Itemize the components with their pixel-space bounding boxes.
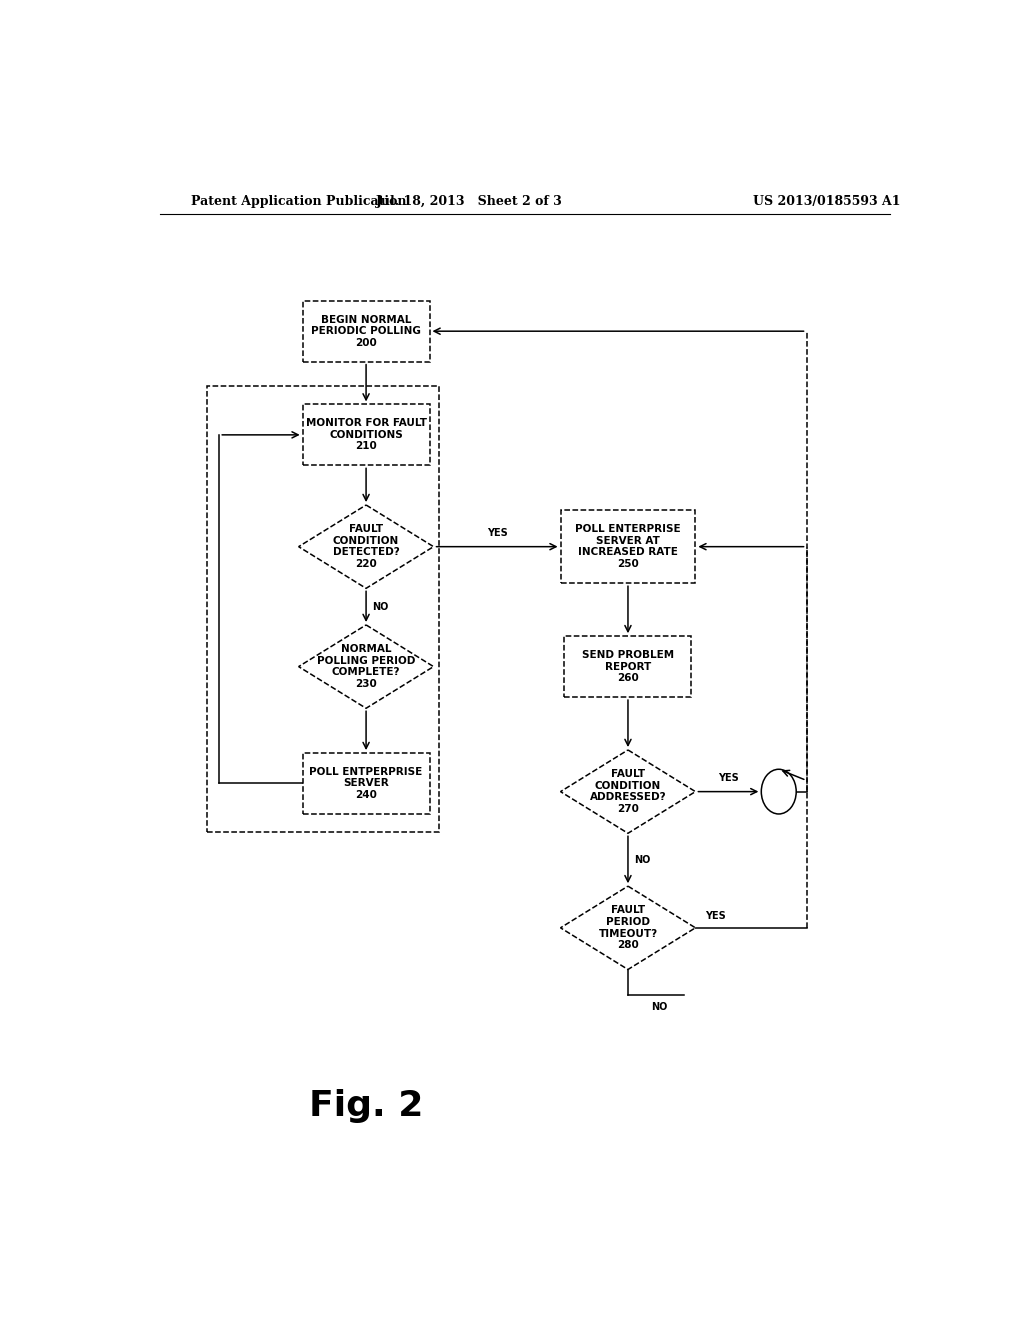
FancyBboxPatch shape	[564, 636, 691, 697]
Polygon shape	[560, 886, 695, 969]
Text: YES: YES	[705, 911, 726, 920]
Text: POLL ENTERPRISE
SERVER AT
INCREASED RATE
250: POLL ENTERPRISE SERVER AT INCREASED RATE…	[575, 524, 681, 569]
Text: US 2013/0185593 A1: US 2013/0185593 A1	[753, 194, 900, 207]
Text: NORMAL
POLLING PERIOD
COMPLETE?
230: NORMAL POLLING PERIOD COMPLETE? 230	[316, 644, 416, 689]
Text: YES: YES	[486, 528, 508, 539]
Polygon shape	[299, 624, 433, 709]
Text: YES: YES	[718, 774, 738, 783]
Text: MONITOR FOR FAULT
CONDITIONS
210: MONITOR FOR FAULT CONDITIONS 210	[305, 418, 427, 451]
Text: Jul. 18, 2013   Sheet 2 of 3: Jul. 18, 2013 Sheet 2 of 3	[376, 194, 562, 207]
Text: FAULT
PERIOD
TIMEOUT?
280: FAULT PERIOD TIMEOUT? 280	[598, 906, 657, 950]
Text: SEND PROBLEM
REPORT
260: SEND PROBLEM REPORT 260	[582, 649, 674, 684]
FancyBboxPatch shape	[303, 301, 430, 362]
Polygon shape	[299, 506, 433, 589]
Text: BEGIN NORMAL
PERIODIC POLLING
200: BEGIN NORMAL PERIODIC POLLING 200	[311, 314, 421, 347]
Text: NO: NO	[372, 602, 388, 611]
FancyBboxPatch shape	[303, 752, 430, 814]
Text: FAULT
CONDITION
ADDRESSED?
270: FAULT CONDITION ADDRESSED? 270	[590, 770, 667, 814]
Text: NO: NO	[651, 1002, 668, 1012]
Polygon shape	[560, 750, 695, 833]
Text: Patent Application Publication: Patent Application Publication	[191, 194, 407, 207]
Text: FAULT
CONDITION
DETECTED?
220: FAULT CONDITION DETECTED? 220	[333, 524, 399, 569]
Text: POLL ENTPERPRISE
SERVER
240: POLL ENTPERPRISE SERVER 240	[309, 767, 423, 800]
FancyBboxPatch shape	[560, 510, 695, 583]
FancyBboxPatch shape	[303, 404, 430, 466]
Circle shape	[761, 770, 797, 814]
Text: NO: NO	[634, 855, 650, 865]
Text: Fig. 2: Fig. 2	[309, 1089, 423, 1123]
